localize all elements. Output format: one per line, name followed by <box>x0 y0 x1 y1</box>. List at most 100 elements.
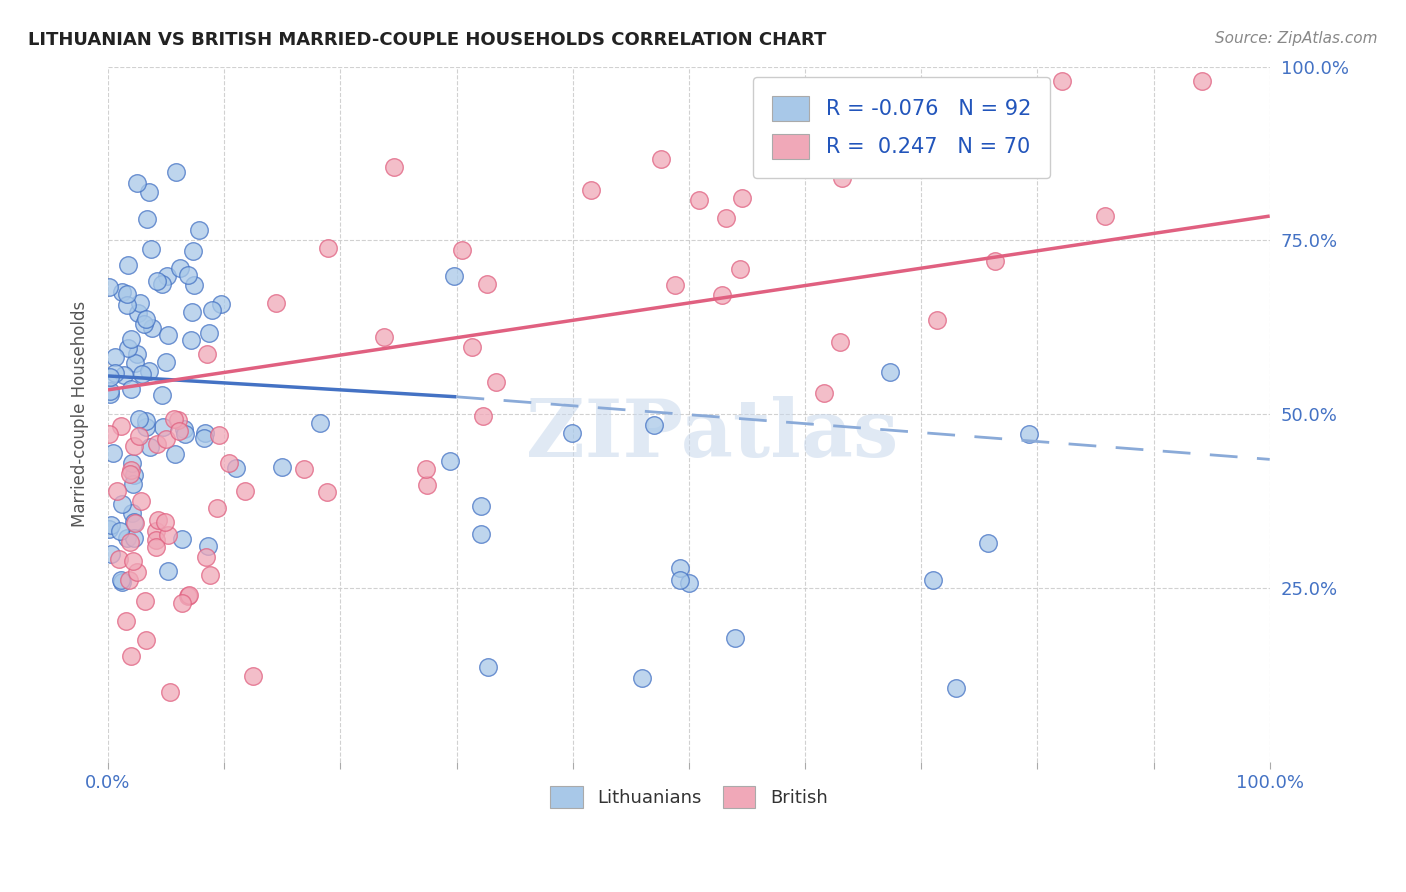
Point <box>156 564 179 578</box>
Point <box>205 501 228 516</box>
Point <box>209 297 232 311</box>
Point <box>152 420 174 434</box>
Point <box>134 317 156 331</box>
Point <box>181 244 204 259</box>
Point <box>828 335 851 350</box>
Point <box>1018 427 1040 442</box>
Point <box>477 277 499 292</box>
Point <box>233 483 256 498</box>
Point <box>145 524 167 538</box>
Point <box>382 161 405 175</box>
Point <box>728 262 751 277</box>
Point <box>120 534 142 549</box>
Point <box>98 386 121 401</box>
Point <box>730 191 752 205</box>
Point <box>124 516 146 531</box>
Point <box>148 512 170 526</box>
Point <box>159 685 181 699</box>
Point <box>165 447 187 461</box>
Point <box>156 328 179 343</box>
Point <box>167 413 190 427</box>
Point <box>193 431 215 445</box>
Point <box>122 477 145 491</box>
Point <box>195 550 218 565</box>
Point <box>135 633 157 648</box>
Point <box>193 425 215 440</box>
Point <box>124 356 146 370</box>
Point <box>141 242 163 256</box>
Point <box>163 412 186 426</box>
Point <box>643 417 665 432</box>
Point <box>200 567 222 582</box>
Point <box>177 588 200 602</box>
Point <box>485 375 508 389</box>
Point <box>150 277 173 292</box>
Point <box>724 631 747 645</box>
Point <box>136 212 159 227</box>
Point <box>139 441 162 455</box>
Point <box>111 285 134 299</box>
Y-axis label: Married-couple Households: Married-couple Households <box>72 301 89 527</box>
Point <box>145 533 167 547</box>
Point <box>122 439 145 453</box>
Point <box>242 669 264 683</box>
Point <box>945 681 967 695</box>
Point <box>115 286 138 301</box>
Point <box>98 369 121 384</box>
Point <box>373 330 395 344</box>
Point <box>925 313 948 327</box>
Point <box>922 573 945 587</box>
Text: Source: ZipAtlas.com: Source: ZipAtlas.com <box>1215 31 1378 46</box>
Point <box>177 589 200 603</box>
Point <box>112 368 135 383</box>
Point <box>415 462 437 476</box>
Point <box>128 429 150 443</box>
Point <box>165 165 187 179</box>
Point <box>415 478 437 492</box>
Point <box>316 241 339 255</box>
Point <box>155 432 177 446</box>
Point <box>117 341 139 355</box>
Point <box>714 211 737 225</box>
Point <box>120 382 142 396</box>
Point <box>187 223 209 237</box>
Point <box>678 575 700 590</box>
Legend: Lithuanians, British: Lithuanians, British <box>543 779 835 815</box>
Point <box>107 552 129 566</box>
Point <box>170 532 193 546</box>
Point <box>292 462 315 476</box>
Text: ZIPatlas: ZIPatlas <box>526 396 898 474</box>
Point <box>145 437 167 451</box>
Point <box>669 573 692 587</box>
Point <box>669 561 692 575</box>
Point <box>561 425 583 440</box>
Point <box>127 565 149 579</box>
Point <box>169 424 191 438</box>
Point <box>688 193 710 207</box>
Point <box>110 419 132 434</box>
Point <box>120 467 142 481</box>
Point <box>264 296 287 310</box>
Point <box>146 274 169 288</box>
Point <box>135 419 157 434</box>
Point <box>439 453 461 467</box>
Point <box>131 367 153 381</box>
Point <box>156 528 179 542</box>
Point <box>104 366 127 380</box>
Point <box>173 422 195 436</box>
Point <box>183 277 205 292</box>
Point <box>631 671 654 685</box>
Point <box>1094 209 1116 223</box>
Point <box>98 384 121 399</box>
Point <box>100 547 122 561</box>
Point <box>105 483 128 498</box>
Point <box>117 258 139 272</box>
Point <box>172 596 194 610</box>
Point <box>111 497 134 511</box>
Point <box>309 417 332 431</box>
Point <box>129 494 152 508</box>
Point <box>195 347 218 361</box>
Point <box>198 326 221 340</box>
Point <box>134 594 156 608</box>
Point <box>122 553 145 567</box>
